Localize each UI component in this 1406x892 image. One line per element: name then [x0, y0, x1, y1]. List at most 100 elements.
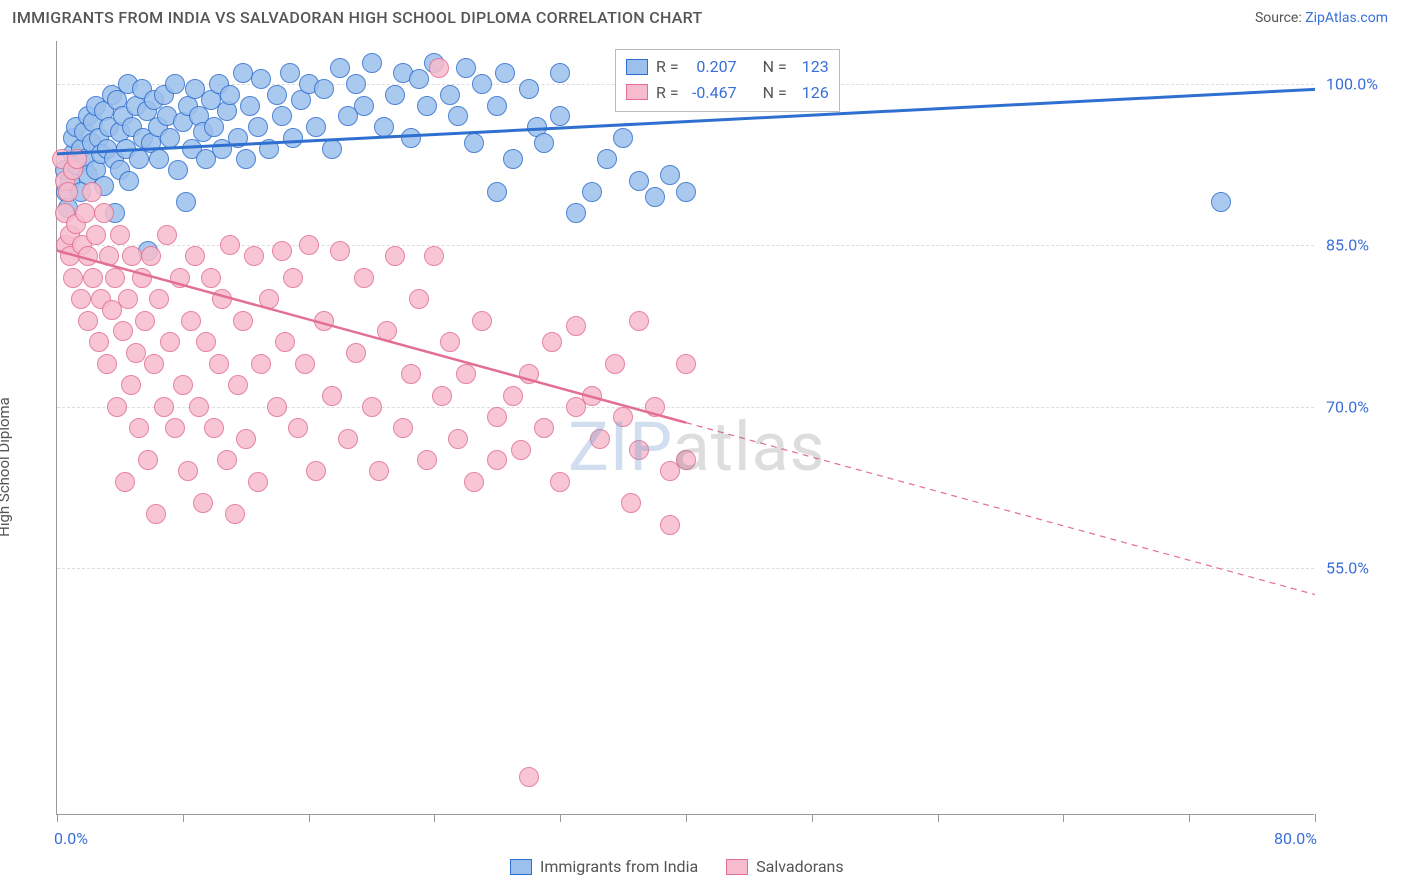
data-point-salvadoran	[78, 246, 98, 266]
data-point-india	[251, 69, 271, 89]
data-point-india	[204, 117, 224, 137]
data-point-india	[119, 171, 139, 191]
data-point-salvadoran	[613, 407, 633, 427]
data-point-india	[240, 96, 260, 116]
data-point-salvadoran	[464, 472, 484, 492]
data-point-salvadoran	[295, 354, 315, 374]
data-point-salvadoran	[193, 493, 213, 513]
data-point-salvadoran	[244, 246, 264, 266]
data-point-india	[534, 133, 554, 153]
data-point-india	[228, 128, 248, 148]
legend-item-india: Immigrants from India	[510, 857, 698, 876]
data-point-salvadoran	[110, 225, 130, 245]
legend-swatch-salvadoran	[626, 84, 648, 100]
data-point-salvadoran	[660, 515, 680, 535]
legend-swatch-india	[626, 59, 648, 75]
data-point-salvadoran	[63, 268, 83, 288]
data-point-india	[176, 192, 196, 212]
data-point-india	[280, 63, 300, 83]
chart-title: IMMIGRANTS FROM INDIA VS SALVADORAN HIGH…	[12, 8, 703, 27]
r-value-salvadoran: -0.467	[687, 80, 737, 106]
data-point-salvadoran	[141, 246, 161, 266]
data-point-salvadoran	[288, 418, 308, 438]
data-point-india	[645, 187, 665, 207]
data-point-salvadoran	[178, 461, 198, 481]
data-point-salvadoran	[259, 289, 279, 309]
data-point-india	[248, 117, 268, 137]
data-point-salvadoran	[181, 311, 201, 331]
data-point-salvadoran	[135, 311, 155, 331]
data-point-india	[233, 63, 253, 83]
data-point-salvadoran	[330, 241, 350, 261]
data-point-salvadoran	[97, 354, 117, 374]
legend-label-india: Immigrants from India	[540, 857, 698, 876]
data-point-india	[472, 74, 492, 94]
x-tick-label-right: 80.0%	[1274, 829, 1317, 848]
data-point-india	[613, 128, 633, 148]
source-prefix: Source:	[1255, 10, 1305, 26]
x-tick	[938, 814, 939, 822]
data-point-salvadoran	[126, 343, 146, 363]
data-point-india	[519, 79, 539, 99]
data-point-salvadoran	[346, 343, 366, 363]
data-point-salvadoran	[149, 289, 169, 309]
data-point-salvadoran	[71, 289, 91, 309]
chart-header: IMMIGRANTS FROM INDIA VS SALVADORAN HIGH…	[0, 0, 1406, 35]
data-point-india	[550, 106, 570, 126]
data-point-india	[272, 106, 292, 126]
data-point-salvadoran	[99, 246, 119, 266]
data-point-salvadoran	[209, 354, 229, 374]
r-label: R =	[656, 54, 679, 80]
data-point-india	[676, 182, 696, 202]
y-tick-label: 100.0%	[1326, 75, 1378, 94]
data-point-salvadoran	[146, 504, 166, 524]
stats-row-salvadoran: R =-0.467N =126	[626, 80, 829, 106]
data-point-india	[401, 128, 421, 148]
data-point-india	[330, 58, 350, 78]
gridline-h	[57, 245, 1314, 246]
legend-swatch-salvadoran	[726, 859, 748, 875]
data-point-india	[464, 133, 484, 153]
data-point-salvadoran	[118, 289, 138, 309]
data-point-india	[417, 96, 437, 116]
data-point-salvadoran	[233, 311, 253, 331]
y-axis-label: High School Diploma	[0, 397, 13, 537]
data-point-salvadoran	[440, 332, 460, 352]
data-point-salvadoran	[138, 450, 158, 470]
series-legend: Immigrants from IndiaSalvadorans	[510, 857, 844, 876]
data-point-salvadoran	[189, 397, 209, 417]
data-point-salvadoran	[503, 386, 523, 406]
data-point-salvadoran	[542, 332, 562, 352]
data-point-india	[129, 149, 149, 169]
data-point-india	[149, 149, 169, 169]
x-tick	[560, 814, 561, 822]
data-point-salvadoran	[121, 375, 141, 395]
n-value-india: 123	[795, 54, 829, 80]
data-point-salvadoran	[676, 450, 696, 470]
data-point-india	[259, 139, 279, 159]
data-point-salvadoran	[83, 268, 103, 288]
data-point-salvadoran	[107, 397, 127, 417]
data-point-salvadoran	[105, 268, 125, 288]
data-point-india	[409, 69, 429, 89]
x-tick	[57, 814, 58, 822]
data-point-salvadoran	[582, 386, 602, 406]
y-tick-label: 70.0%	[1326, 397, 1369, 416]
x-tick	[1189, 814, 1190, 822]
data-point-salvadoran	[629, 311, 649, 331]
data-point-salvadoran	[248, 472, 268, 492]
data-point-salvadoran	[429, 58, 449, 78]
r-label: R =	[656, 80, 679, 106]
data-point-salvadoran	[472, 311, 492, 331]
data-point-india	[487, 96, 507, 116]
data-point-salvadoran	[605, 354, 625, 374]
source-link[interactable]: ZipAtlas.com	[1305, 10, 1388, 26]
data-point-salvadoran	[676, 354, 696, 374]
data-point-india	[165, 74, 185, 94]
data-point-india	[448, 106, 468, 126]
data-point-salvadoran	[283, 268, 303, 288]
data-point-salvadoran	[236, 429, 256, 449]
data-point-salvadoran	[519, 364, 539, 384]
data-point-india	[306, 117, 326, 137]
data-point-salvadoran	[185, 246, 205, 266]
